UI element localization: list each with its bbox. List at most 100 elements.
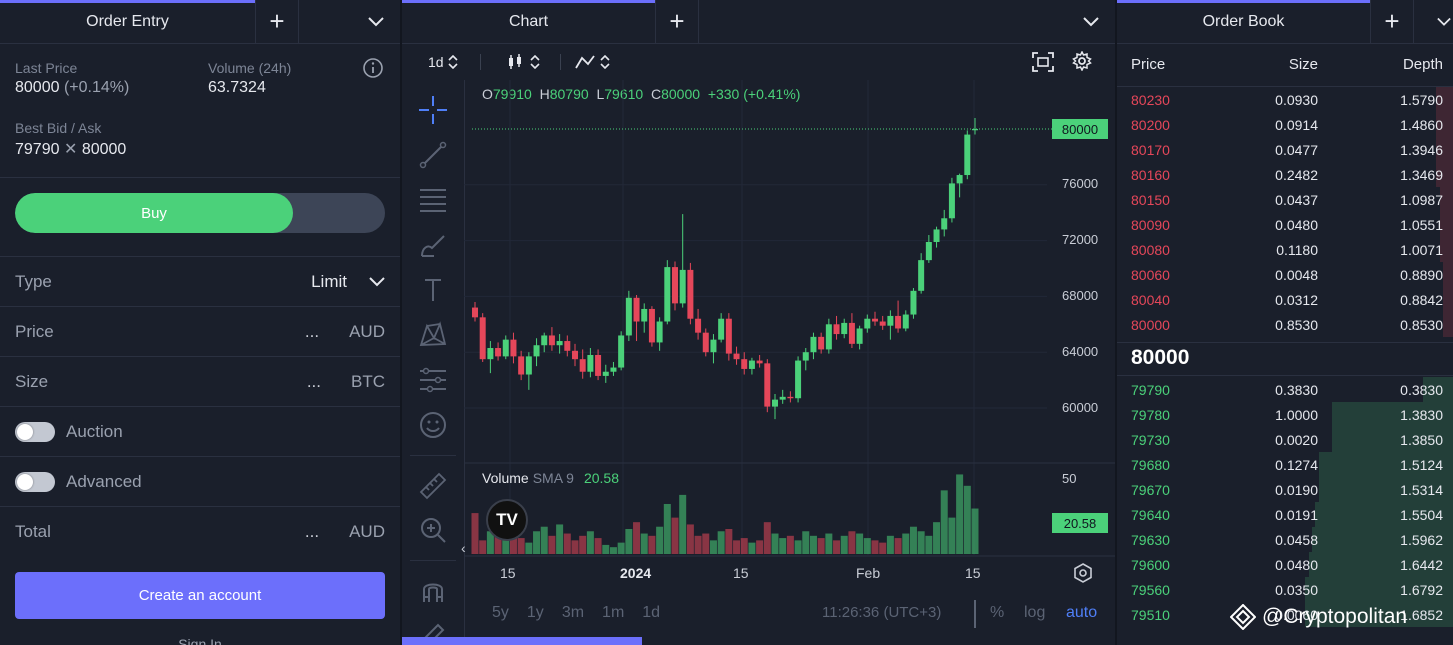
candle-body bbox=[787, 396, 794, 399]
range-1d[interactable]: 1d bbox=[642, 604, 661, 621]
ask-row[interactable]: 80090 0.0480 1.0551 bbox=[1117, 212, 1453, 237]
bid-row[interactable]: 79560 0.0350 1.6792 bbox=[1117, 577, 1453, 602]
bid-row[interactable]: 79670 0.0190 1.5314 bbox=[1117, 477, 1453, 502]
ohlc-close: 80000 bbox=[661, 86, 701, 102]
panel-menu-button[interactable] bbox=[1414, 0, 1453, 43]
advanced-toggle[interactable] bbox=[15, 471, 55, 492]
fullscreen-icon[interactable] bbox=[1032, 52, 1054, 75]
size-input[interactable]: ... bbox=[306, 371, 321, 391]
range-3m[interactable]: 3m bbox=[561, 604, 585, 621]
volume-bar bbox=[802, 531, 810, 554]
volume-bar bbox=[948, 517, 956, 554]
ask-row[interactable]: 80000 0.8530 0.8530 bbox=[1117, 312, 1453, 337]
candle-body bbox=[864, 318, 871, 329]
trend-line-icon[interactable] bbox=[418, 140, 448, 170]
volume-bar bbox=[517, 538, 525, 554]
ask-row[interactable]: 80080 0.1180 1.0071 bbox=[1117, 237, 1453, 262]
ask-row[interactable]: 80060 0.0048 0.8890 bbox=[1117, 262, 1453, 287]
depth-bar bbox=[1332, 402, 1453, 427]
pattern-icon[interactable] bbox=[418, 320, 448, 350]
type-row[interactable]: Type Limit bbox=[0, 256, 400, 306]
add-tab-button[interactable]: + bbox=[655, 0, 699, 43]
row-size: 0.0190 bbox=[1275, 482, 1318, 498]
type-select[interactable]: Limit bbox=[311, 271, 347, 291]
gear-icon[interactable] bbox=[1072, 50, 1092, 74]
range-1m[interactable]: 1m bbox=[602, 604, 625, 621]
bid-row[interactable]: 79730 0.0020 1.3850 bbox=[1117, 427, 1453, 452]
ask-row[interactable]: 80150 0.0437 1.0987 bbox=[1117, 187, 1453, 212]
ask-row[interactable]: 80170 0.0477 1.3946 bbox=[1117, 137, 1453, 162]
add-tab-button[interactable]: + bbox=[255, 0, 299, 43]
interval-select[interactable]: 1d bbox=[428, 54, 458, 70]
bid-row[interactable]: 79640 0.0191 1.5504 bbox=[1117, 502, 1453, 527]
y-tick-label: 60000 bbox=[1062, 400, 1099, 415]
auction-toggle[interactable] bbox=[15, 421, 55, 442]
bid-row[interactable]: 79680 0.1274 1.5124 bbox=[1117, 452, 1453, 477]
log-scale-button[interactable]: log bbox=[1024, 604, 1046, 621]
zoom-in-icon[interactable] bbox=[418, 515, 448, 545]
bid-row[interactable]: 79780 1.0000 1.3830 bbox=[1117, 402, 1453, 427]
crosshair-icon[interactable] bbox=[418, 95, 448, 125]
toolbar-separator bbox=[560, 54, 561, 70]
range-1y[interactable]: 1y bbox=[526, 604, 544, 621]
bid-row[interactable]: 79790 0.3830 0.3830 bbox=[1117, 377, 1453, 402]
panel-menu-button[interactable] bbox=[699, 0, 1115, 43]
volume-bar bbox=[809, 535, 817, 554]
percent-scale-button[interactable]: % bbox=[990, 604, 1005, 621]
buy-button[interactable]: Buy bbox=[15, 193, 293, 233]
side-toggle[interactable]: Buy bbox=[15, 193, 385, 233]
text-icon[interactable] bbox=[418, 275, 448, 305]
volume-stat: Volume (24h) 63.7324 bbox=[208, 60, 291, 97]
smiley-icon[interactable] bbox=[418, 410, 448, 440]
sign-in-link[interactable]: Sign In bbox=[178, 636, 222, 645]
chevron-down-icon[interactable] bbox=[369, 276, 385, 287]
range-5y[interactable]: 5y bbox=[492, 604, 509, 621]
projection-icon[interactable] bbox=[418, 365, 448, 395]
bid-row[interactable]: 79630 0.0458 1.5962 bbox=[1117, 527, 1453, 552]
create-account-button[interactable]: Create an account bbox=[15, 572, 385, 619]
volume-bar bbox=[586, 531, 594, 554]
tab-order-book[interactable]: Order Book bbox=[1117, 0, 1370, 43]
x-tick-label: Feb bbox=[856, 565, 881, 581]
axis-settings-icon[interactable] bbox=[1073, 563, 1093, 588]
info-icon[interactable] bbox=[362, 57, 384, 84]
clock[interactable]: 11:26:36 (UTC+3) bbox=[822, 604, 942, 621]
auto-scale-button[interactable]: auto bbox=[1066, 604, 1098, 621]
ask-row[interactable]: 80040 0.0312 0.8842 bbox=[1117, 287, 1453, 312]
price-input[interactable]: ... bbox=[304, 321, 320, 341]
row-depth: 1.0551 bbox=[1400, 217, 1443, 233]
row-size: 0.0480 bbox=[1275, 557, 1318, 573]
volume-bar bbox=[525, 542, 533, 554]
candle-body bbox=[841, 322, 848, 335]
price-chart[interactable]: ‹ bbox=[402, 0, 1115, 560]
advanced-row[interactable]: Advanced bbox=[0, 456, 400, 506]
magnet-icon[interactable] bbox=[418, 576, 448, 606]
auction-row[interactable]: Auction bbox=[0, 406, 400, 456]
ask-row[interactable]: 80160 0.2482 1.3469 bbox=[1117, 162, 1453, 187]
updown-icon bbox=[448, 55, 458, 69]
volume-tag: 20.58 bbox=[1052, 513, 1108, 533]
fib-icon[interactable] bbox=[418, 185, 448, 215]
ohlc-high: 80790 bbox=[549, 86, 589, 102]
indicators-select[interactable] bbox=[574, 53, 610, 71]
panel-menu-button[interactable] bbox=[299, 0, 400, 43]
add-tab-button[interactable]: + bbox=[1370, 0, 1414, 43]
row-price: 79670 bbox=[1131, 482, 1170, 498]
row-price: 80080 bbox=[1131, 242, 1170, 258]
ask-row[interactable]: 80230 0.0930 1.5790 bbox=[1117, 87, 1453, 112]
chart-type-select[interactable] bbox=[506, 53, 540, 71]
ask-row[interactable]: 80200 0.0914 1.4860 bbox=[1117, 112, 1453, 137]
bid-row[interactable]: 79510 0.0060 1.6852 bbox=[1117, 602, 1453, 627]
size-row[interactable]: Size ... BTC bbox=[0, 356, 400, 406]
tab-order-entry[interactable]: Order Entry bbox=[0, 0, 255, 43]
row-depth: 1.6442 bbox=[1400, 557, 1443, 573]
depth-bar bbox=[1318, 477, 1453, 502]
ruler-icon[interactable] bbox=[418, 471, 448, 501]
candle-body bbox=[479, 317, 486, 360]
brush-icon[interactable] bbox=[418, 230, 448, 260]
tab-chart[interactable]: Chart bbox=[402, 0, 655, 43]
price-row[interactable]: Price ... AUD bbox=[0, 306, 400, 356]
candle-body bbox=[733, 353, 740, 360]
bid-row[interactable]: 79600 0.0480 1.6442 bbox=[1117, 552, 1453, 577]
tradingview-logo[interactable]: TV bbox=[486, 499, 528, 541]
